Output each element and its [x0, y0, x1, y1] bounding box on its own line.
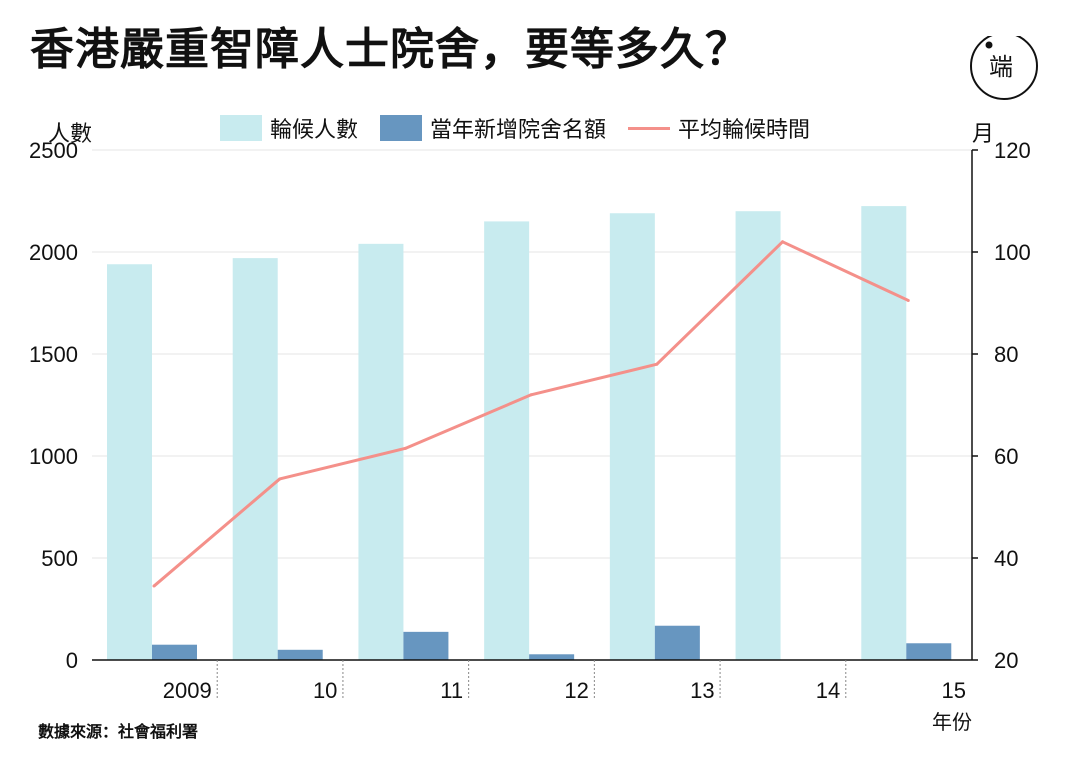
y-right-tick-label: 100 [994, 240, 1031, 265]
y-left-tick-label: 2500 [29, 138, 78, 163]
bar-waiting [107, 264, 152, 660]
y-right-tick-label: 20 [994, 648, 1018, 673]
bar-new-places [403, 631, 449, 660]
x-tick-label: 14 [816, 678, 840, 703]
point-avg-wait [655, 362, 659, 366]
y-right-tick-label: 80 [994, 342, 1018, 367]
legend-item-new-places: 當年新增院舍名額 [380, 112, 606, 144]
bar-new-places [654, 625, 700, 660]
y-left-tick-label: 0 [66, 648, 78, 673]
bar-waiting [735, 211, 781, 660]
tick-labels: 0 500 1000 1500 2000 2500 20 40 60 80 100 120 2009 10… [29, 138, 1031, 703]
bar-new-places [906, 643, 952, 660]
x-tick-label: 15 [942, 678, 966, 703]
x-tick-label: 10 [313, 678, 337, 703]
axes [92, 149, 978, 700]
point-avg-wait [529, 393, 533, 397]
bar-new-places [277, 649, 323, 660]
logo-icon: 端 [970, 36, 1038, 100]
chart-title: 香港嚴重智障人士院舍，要等多久？ [30, 24, 750, 75]
legend: 輪候人數 當年新增院舍名額 平均輪候時間 [220, 112, 832, 144]
point-avg-wait [278, 477, 282, 481]
bar-waiting [232, 258, 278, 660]
legend-item-waiting: 輪候人數 [220, 112, 358, 144]
x-tick-label: 2009 [163, 678, 212, 703]
y-left-tick-label: 1500 [29, 342, 78, 367]
y-right-tick-label: 120 [994, 138, 1031, 163]
point-avg-wait [403, 446, 407, 450]
point-avg-wait [152, 584, 156, 588]
bar-waiting [861, 206, 907, 660]
bars [107, 206, 952, 661]
x-axis-label: 年份 [932, 710, 972, 734]
y-left-tick-label: 1000 [29, 444, 78, 469]
bar-waiting [609, 213, 655, 661]
y-left-tick-label: 2000 [29, 240, 78, 265]
source-note: 數據來源：社會福利署 [38, 722, 199, 741]
y-right-tick-label: 60 [994, 444, 1018, 469]
legend-label-waiting: 輪候人數 [270, 118, 359, 143]
x-tick-label: 13 [690, 678, 714, 703]
point-avg-wait [906, 298, 910, 302]
legend-swatch-waiting [220, 115, 262, 141]
x-tick-label: 11 [440, 678, 463, 703]
legend-swatch-new-places [380, 115, 423, 141]
legend-item-avg-wait: 平均輪候時間 [628, 112, 810, 144]
point-avg-wait [781, 240, 785, 244]
gridlines [92, 149, 972, 559]
right-axis-label: 月 [972, 122, 995, 147]
x-tick-label: 12 [564, 678, 588, 703]
legend-swatch-avg-wait [628, 126, 671, 130]
bar-new-places [529, 654, 575, 660]
bar-waiting [484, 221, 530, 660]
logo-text: 端 [989, 54, 1013, 81]
legend-label-avg-wait: 平均輪候時間 [678, 118, 811, 143]
y-left-tick-label: 500 [41, 546, 78, 571]
line-series [152, 240, 910, 588]
y-right-tick-label: 40 [994, 546, 1018, 571]
left-axis-label: 人數 [48, 122, 93, 147]
legend-label-new-places: 當年新增院舍名額 [430, 118, 607, 143]
bar-new-places [152, 644, 197, 660]
